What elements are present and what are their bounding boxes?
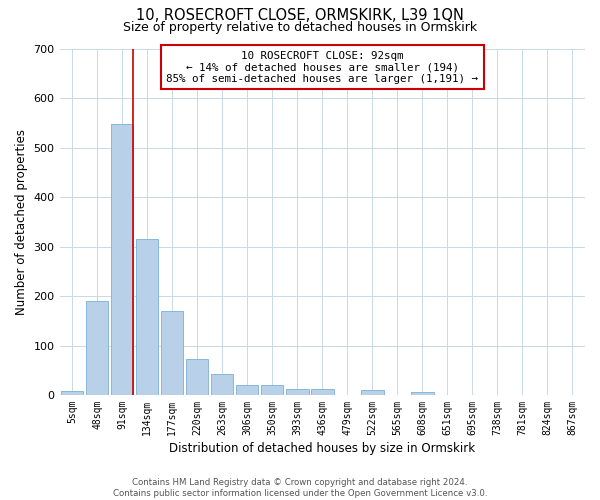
- Bar: [111, 124, 133, 395]
- Bar: [186, 359, 208, 395]
- Text: Size of property relative to detached houses in Ormskirk: Size of property relative to detached ho…: [123, 21, 477, 34]
- Text: Contains HM Land Registry data © Crown copyright and database right 2024.
Contai: Contains HM Land Registry data © Crown c…: [113, 478, 487, 498]
- Bar: [136, 240, 158, 395]
- Y-axis label: Number of detached properties: Number of detached properties: [15, 129, 28, 315]
- Bar: [236, 385, 259, 395]
- Bar: [261, 385, 283, 395]
- Text: 10 ROSECROFT CLOSE: 92sqm
← 14% of detached houses are smaller (194)
85% of semi: 10 ROSECROFT CLOSE: 92sqm ← 14% of detac…: [166, 50, 478, 84]
- Bar: [286, 388, 308, 395]
- Bar: [61, 391, 83, 395]
- Bar: [361, 390, 383, 395]
- Bar: [311, 389, 334, 395]
- Text: 10, ROSECROFT CLOSE, ORMSKIRK, L39 1QN: 10, ROSECROFT CLOSE, ORMSKIRK, L39 1QN: [136, 8, 464, 22]
- X-axis label: Distribution of detached houses by size in Ormskirk: Distribution of detached houses by size …: [169, 442, 475, 455]
- Bar: [211, 374, 233, 395]
- Bar: [86, 301, 109, 395]
- Bar: [161, 311, 184, 395]
- Bar: [411, 392, 434, 395]
